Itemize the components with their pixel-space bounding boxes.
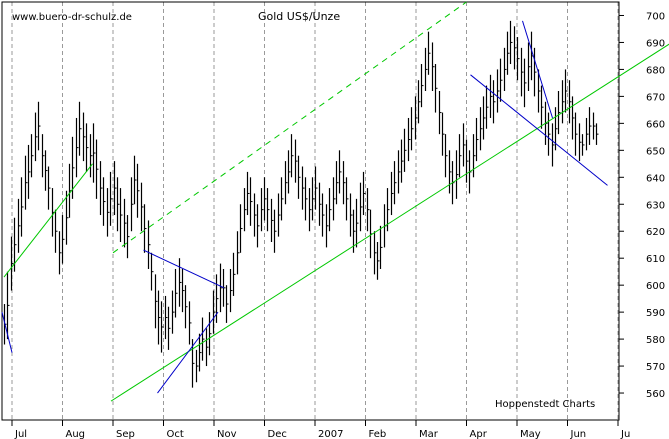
y-axis: 560 570 580 590 600 610 620 630 640 650 660 670 680 6… [619,11,665,400]
trendline-7 [1,312,13,353]
x-tick-label-2: Sep [116,429,135,439]
x-tick-label-6: 2007 [318,429,343,439]
chart-credit: Hoppenstedt Charts [495,399,595,410]
x-tick-label-0: Jul [14,429,27,439]
y-tick-label-8: 640 [646,173,665,184]
x-tick-label-3: Oct [167,429,184,439]
y-tick-label-1: 570 [646,362,665,373]
x-tick-label-7: Feb [369,429,387,439]
trendline-6 [470,74,608,186]
x-tick-label-9: Apr [470,429,488,439]
trendline-1 [110,43,669,402]
plot-frame [1,1,620,421]
trendline-3 [157,311,219,394]
x-tick-label-1: Aug [66,429,86,439]
y-tick-label-7: 630 [646,200,665,211]
x-tick-label-12: Ju [620,429,630,439]
trendlines [1,1,669,402]
y-tick-label-10: 660 [646,119,665,130]
watermark: www.buero-dr-schulz.de [12,12,132,23]
x-tick-label-8: Mar [419,429,439,439]
chart-title: Gold US$/Unze [258,10,340,23]
y-tick-label-2: 580 [646,335,665,346]
y-tick-label-12: 680 [646,65,665,76]
y-tick-label-3: 590 [646,308,665,319]
y-tick-label-4: 600 [646,281,665,292]
y-tick-label-11: 670 [646,92,665,103]
x-tick-label-10: May [520,429,541,439]
y-tick-label-13: 690 [646,38,665,49]
y-tick-label-0: 560 [646,389,665,400]
trendline-0 [3,163,93,278]
trendline-4 [143,249,225,289]
x-axis: Jul Aug Sep Oct Nov Dec 2007 Feb Mar Apr May Jun Ju [11,420,630,439]
y-tick-label-5: 610 [646,254,665,265]
x-tick-label-11: Jun [570,429,587,439]
y-tick-label-9: 650 [646,146,665,157]
y-tick-label-14: 700 [646,11,665,22]
trendline-5 [522,20,553,119]
x-tick-label-5: Dec [268,429,287,439]
x-tick-label-4: Nov [217,429,237,439]
ohlc-bars [3,20,599,388]
y-tick-label-6: 620 [646,227,665,238]
